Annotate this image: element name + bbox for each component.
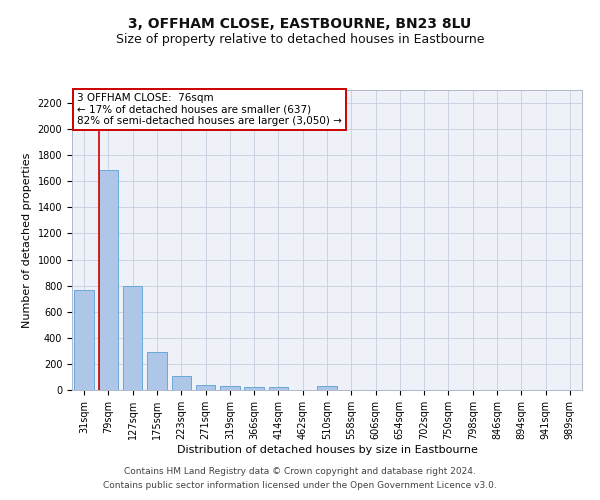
- Text: 3, OFFHAM CLOSE, EASTBOURNE, BN23 8LU: 3, OFFHAM CLOSE, EASTBOURNE, BN23 8LU: [128, 18, 472, 32]
- Bar: [220, 386, 239, 390]
- Bar: [74, 290, 94, 390]
- X-axis label: Distribution of detached houses by size in Eastbourne: Distribution of detached houses by size …: [176, 444, 478, 454]
- Bar: [147, 352, 167, 390]
- Bar: [317, 386, 337, 390]
- Bar: [244, 388, 264, 390]
- Bar: [99, 170, 118, 390]
- Text: 3 OFFHAM CLOSE:  76sqm
← 17% of detached houses are smaller (637)
82% of semi-de: 3 OFFHAM CLOSE: 76sqm ← 17% of detached …: [77, 93, 342, 126]
- Bar: [172, 376, 191, 390]
- Text: Size of property relative to detached houses in Eastbourne: Size of property relative to detached ho…: [116, 32, 484, 46]
- Text: Contains public sector information licensed under the Open Government Licence v3: Contains public sector information licen…: [103, 481, 497, 490]
- Bar: [196, 385, 215, 390]
- Text: Contains HM Land Registry data © Crown copyright and database right 2024.: Contains HM Land Registry data © Crown c…: [124, 467, 476, 476]
- Bar: [123, 286, 142, 390]
- Bar: [269, 388, 288, 390]
- Y-axis label: Number of detached properties: Number of detached properties: [22, 152, 32, 328]
